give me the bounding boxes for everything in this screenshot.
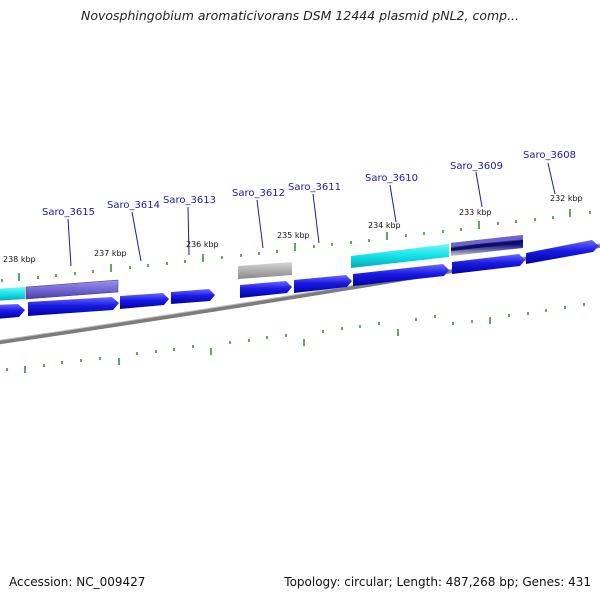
- map-title: Novosphingobium aromaticivorans DSM 1244…: [80, 8, 520, 23]
- gene-label: Saro_3611: [288, 182, 341, 193]
- feature-cyan-left: [0, 287, 25, 301]
- kbp-label: 234 kbp: [368, 221, 401, 230]
- cds-track: [0, 240, 599, 319]
- gene-label: Saro_3615: [42, 207, 95, 218]
- gene-label: Saro_3608: [523, 150, 576, 161]
- kbp-label: 232 kbp: [550, 194, 583, 203]
- cds-arrow: [353, 264, 449, 286]
- cds-arrow: [240, 281, 292, 298]
- gene-label: Saro_3609: [450, 161, 503, 172]
- outer-tick-ring: [1, 209, 591, 282]
- feature-gray-3612: [238, 262, 292, 279]
- feature-navy-3609-band: [451, 235, 523, 247]
- kbp-label: 235 kbp: [277, 231, 310, 240]
- cds-arrow: [120, 293, 169, 309]
- cds-arrow: [526, 240, 599, 264]
- feature-track-outer: [0, 235, 523, 301]
- feature-navy-3609-core: [451, 240, 523, 251]
- gene-labels: Saro_3615 Saro_3614 Saro_3613 Saro_3612 …: [42, 150, 576, 218]
- cds-arrow: [452, 254, 525, 274]
- kbp-label: 237 kbp: [94, 249, 127, 258]
- kbp-labels: 238 kbp 237 kbp 236 kbp 235 kbp 234 kbp …: [3, 194, 583, 264]
- gene-label: Saro_3610: [365, 173, 418, 184]
- gene-label: Saro_3612: [232, 188, 285, 199]
- gene-label: Saro_3613: [163, 195, 216, 206]
- cds-arrow: [28, 297, 119, 316]
- feature-cyan-3610: [351, 244, 449, 268]
- inner-tick-ring: [6, 303, 585, 373]
- kbp-label: 238 kbp: [3, 255, 36, 264]
- gene-label: Saro_3614: [107, 200, 160, 211]
- cds-arrow: [0, 304, 25, 319]
- accession-text: Accession: NC_009427: [9, 575, 146, 589]
- gene-label-leaders: [67, 162, 556, 267]
- cds-arrow: [294, 275, 352, 293]
- kbp-label: 233 kbp: [459, 208, 492, 217]
- kbp-label: 236 kbp: [186, 240, 219, 249]
- cds-arrow: [171, 289, 215, 304]
- topology-text: Topology: circular; Length: 487,268 bp; …: [284, 575, 591, 589]
- feature-purple-3615: [25, 279, 119, 300]
